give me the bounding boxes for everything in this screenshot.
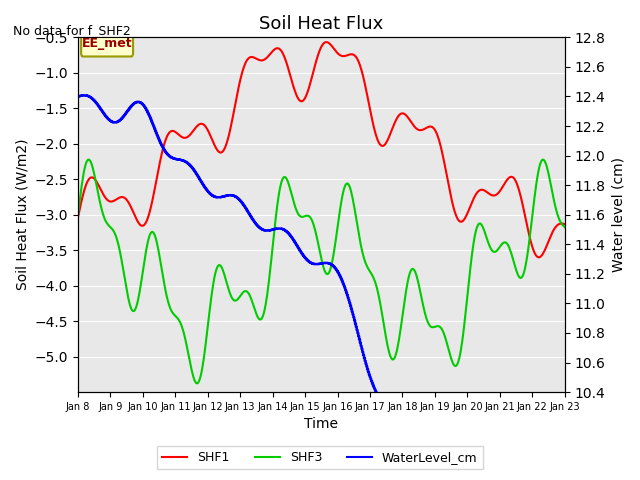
Y-axis label: Soil Heat Flux (W/m2): Soil Heat Flux (W/m2) <box>15 139 29 290</box>
SHF1 <box>160 142 168 148</box>
SHF3 <box>161 284 169 290</box>
Y-axis label: Water level (cm): Water level (cm) <box>611 157 625 272</box>
Title: Soil Heat Flux: Soil Heat Flux <box>259 15 383 33</box>
SHF3 <box>442 337 450 343</box>
SHF3 <box>296 213 303 219</box>
SHF3 <box>201 349 209 355</box>
Text: No data for f_SHF2: No data for f_SHF2 <box>13 24 131 36</box>
WaterLevel_cm <box>74 94 82 99</box>
SHF3 <box>74 213 82 219</box>
X-axis label: Time: Time <box>304 418 339 432</box>
WaterLevel_cm <box>200 183 208 189</box>
SHF3 <box>84 156 92 162</box>
SHF1 <box>535 254 543 260</box>
WaterLevel_cm <box>295 247 303 252</box>
Text: EE_met: EE_met <box>82 36 132 49</box>
SHF1 <box>199 121 207 127</box>
WaterLevel_cm <box>400 443 408 449</box>
FancyBboxPatch shape <box>81 30 133 57</box>
WaterLevel_cm <box>362 361 369 367</box>
SHF1 <box>294 96 302 101</box>
WaterLevel_cm <box>161 148 169 154</box>
SHF1 <box>400 111 408 117</box>
SHF3 <box>401 298 408 303</box>
Line: SHF3: SHF3 <box>78 159 564 384</box>
SHF3 <box>561 224 568 230</box>
SHF1 <box>362 84 369 90</box>
Legend: SHF1, SHF3, WaterLevel_cm: SHF1, SHF3, WaterLevel_cm <box>157 446 483 469</box>
SHF1 <box>323 39 330 45</box>
SHF3 <box>363 262 371 268</box>
WaterLevel_cm <box>80 93 88 98</box>
SHF1 <box>561 221 568 227</box>
SHF1 <box>74 215 82 221</box>
SHF3 <box>193 381 201 386</box>
SHF1 <box>442 165 449 170</box>
Line: WaterLevel_cm: WaterLevel_cm <box>78 96 564 480</box>
Line: SHF1: SHF1 <box>78 42 564 257</box>
